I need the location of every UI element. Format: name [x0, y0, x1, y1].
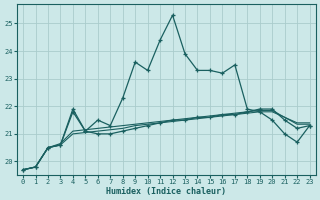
X-axis label: Humidex (Indice chaleur): Humidex (Indice chaleur)	[106, 187, 226, 196]
